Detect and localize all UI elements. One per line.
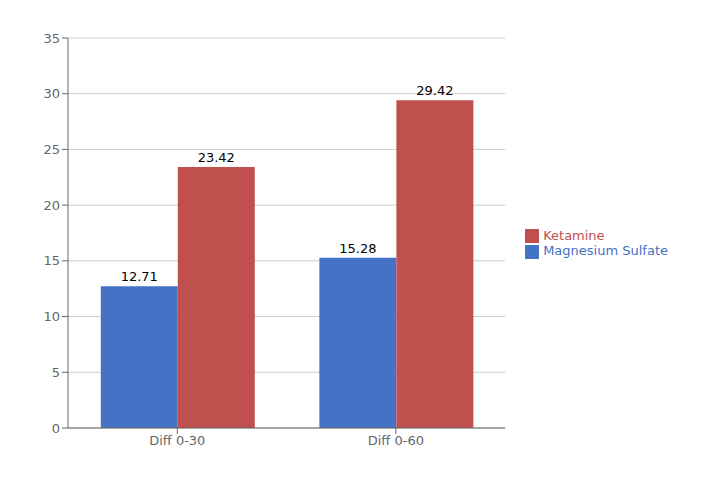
svg-text:35: 35 xyxy=(43,31,60,46)
html-text:Magnesium Sulfate: Magnesium Sulfate xyxy=(543,243,668,258)
svg-text:23.42: 23.42 xyxy=(198,150,235,165)
svg-text:5: 5 xyxy=(52,365,60,380)
svg-text:Diff 0-30: Diff 0-30 xyxy=(149,433,205,448)
svg-text:30: 30 xyxy=(43,86,60,101)
svg-text:20: 20 xyxy=(43,198,60,213)
svg-text:10: 10 xyxy=(43,309,60,324)
svg-text:29.42: 29.42 xyxy=(416,83,453,98)
svg-text:Diff 0-60: Diff 0-60 xyxy=(368,433,424,448)
html-text:Ketamine: Ketamine xyxy=(543,227,605,243)
svg-text:0: 0 xyxy=(52,421,60,436)
svg-text:25: 25 xyxy=(43,142,60,157)
svg-text:15: 15 xyxy=(43,253,60,268)
svg-text:15.28: 15.28 xyxy=(339,241,376,256)
svg-text:12.71: 12.71 xyxy=(121,269,158,284)
